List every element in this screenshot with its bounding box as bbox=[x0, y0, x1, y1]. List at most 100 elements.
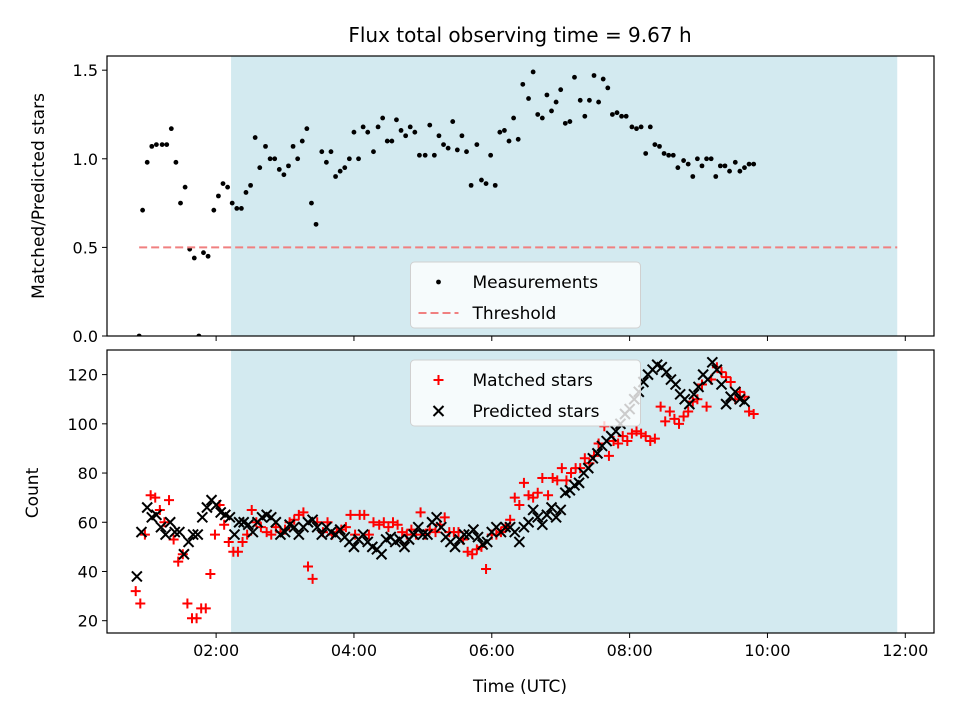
matched-stars-point bbox=[669, 413, 680, 424]
measurement-point bbox=[427, 122, 433, 128]
measurement-point bbox=[140, 207, 146, 213]
measurement-point bbox=[173, 159, 179, 165]
measurement-point bbox=[229, 200, 235, 206]
predicted-stars-point bbox=[164, 516, 176, 528]
predicted-stars-point bbox=[417, 528, 429, 541]
predicted-stars-point bbox=[669, 378, 682, 391]
x-tick-label: 06:00 bbox=[469, 641, 515, 660]
measurement-point bbox=[371, 149, 376, 155]
measurement-point bbox=[201, 250, 206, 256]
matched-stars-point bbox=[159, 517, 170, 528]
measurement-point bbox=[384, 138, 390, 144]
predicted-stars-point bbox=[187, 528, 199, 541]
predicted-stars-point bbox=[201, 501, 213, 514]
x-tick-label: 02:00 bbox=[193, 641, 239, 660]
matched-stars-point bbox=[392, 519, 403, 530]
predicted-stars-point bbox=[375, 548, 388, 560]
top-panel: 0.0 0.5 1.0 1.5 Measurements Threshold bbox=[73, 55, 935, 346]
matched-stars-point bbox=[359, 509, 370, 520]
matched-stars-point bbox=[298, 507, 309, 518]
matched-stars-point bbox=[556, 463, 567, 474]
legend-label: Measurements bbox=[473, 273, 599, 293]
matched-stars-point bbox=[182, 598, 193, 609]
measurement-point bbox=[479, 177, 484, 183]
measurement-point bbox=[159, 142, 165, 148]
predicted-stars-point bbox=[527, 504, 539, 516]
measurement-point bbox=[562, 120, 568, 126]
measurement-point bbox=[295, 156, 301, 162]
bottom-y-axis-label: Count bbox=[23, 467, 43, 518]
measurement-point bbox=[520, 81, 526, 87]
measurement-point bbox=[614, 110, 620, 116]
measurement-point bbox=[549, 108, 554, 114]
measurement-point bbox=[205, 253, 211, 259]
measurement-point bbox=[670, 152, 676, 158]
bottom-panel: 02:00 04:00 06:00 08:00 10:00 12:00 20 40 60 80 10… bbox=[67, 349, 935, 660]
measurement-point bbox=[526, 96, 531, 101]
measurement-point bbox=[220, 181, 226, 186]
matched-stars-point bbox=[660, 416, 671, 427]
measurement-point bbox=[497, 129, 503, 135]
matched-stars-point bbox=[430, 527, 441, 538]
measurement-point bbox=[153, 142, 159, 148]
measurement-point bbox=[389, 138, 395, 144]
measurement-point bbox=[553, 99, 559, 105]
x-tick-label: 08:00 bbox=[607, 641, 653, 660]
matched-stars-point bbox=[200, 603, 211, 614]
measurement-point bbox=[515, 136, 521, 142]
measurement-point bbox=[638, 124, 644, 130]
measurement-point bbox=[394, 117, 399, 123]
measurement-point bbox=[412, 129, 418, 135]
measurement-point bbox=[299, 138, 305, 144]
predicted-stars-point bbox=[182, 536, 195, 548]
y-tick-label: 1.0 bbox=[73, 150, 98, 169]
measurement-point bbox=[623, 113, 629, 119]
matched-stars-point bbox=[383, 522, 394, 533]
measurement-point bbox=[558, 87, 564, 93]
measurement-point bbox=[474, 142, 480, 148]
matched-stars-point bbox=[307, 573, 318, 584]
matched-stars-point bbox=[543, 490, 554, 501]
y-tick-label: 60 bbox=[78, 513, 98, 532]
predicted-stars-point bbox=[472, 531, 484, 543]
measurement-point bbox=[342, 165, 348, 171]
predicted-stars-point bbox=[192, 528, 204, 541]
matched-stars-point bbox=[481, 564, 492, 575]
measurement-point bbox=[365, 129, 371, 135]
matched-stars-point bbox=[678, 411, 689, 422]
measurement-point bbox=[591, 73, 597, 78]
y-tick-label: 100 bbox=[67, 415, 98, 434]
predicted-stars-point bbox=[394, 533, 406, 546]
matched-stars-point bbox=[566, 468, 577, 479]
measurement-point bbox=[746, 161, 752, 167]
legend-swatch bbox=[432, 405, 445, 417]
y-tick-label: 1.5 bbox=[73, 61, 98, 80]
predicted-stars-point bbox=[458, 528, 470, 541]
measurement-point bbox=[567, 119, 573, 124]
measurement-point bbox=[694, 156, 700, 162]
predicted-stars-point bbox=[692, 381, 705, 393]
predicted-stars-point bbox=[550, 511, 562, 524]
predicted-stars-point bbox=[306, 514, 319, 526]
measurement-point bbox=[704, 156, 709, 162]
matched-stars-point bbox=[145, 490, 156, 501]
measurement-point bbox=[681, 158, 687, 163]
measurement-point bbox=[737, 168, 743, 174]
predicted-stars-point bbox=[288, 521, 300, 533]
matched-stars-point bbox=[350, 529, 361, 540]
measurement-point bbox=[742, 165, 747, 171]
measurement-point bbox=[403, 133, 409, 139]
measurement-point bbox=[422, 152, 428, 158]
measurement-point bbox=[149, 143, 155, 149]
chart-title: Flux total observing time = 9.67 h bbox=[348, 23, 691, 47]
measurement-point bbox=[530, 69, 536, 75]
measurement-point bbox=[751, 161, 757, 167]
matched-stars-point bbox=[603, 450, 614, 461]
measurement-point bbox=[337, 168, 343, 174]
measurement-point bbox=[647, 124, 653, 130]
predicted-stars-point bbox=[509, 526, 521, 538]
measurement-point bbox=[319, 149, 325, 155]
matched-stars-point bbox=[150, 492, 161, 503]
predicted-stars-point bbox=[233, 516, 245, 528]
measurement-point bbox=[464, 149, 469, 155]
